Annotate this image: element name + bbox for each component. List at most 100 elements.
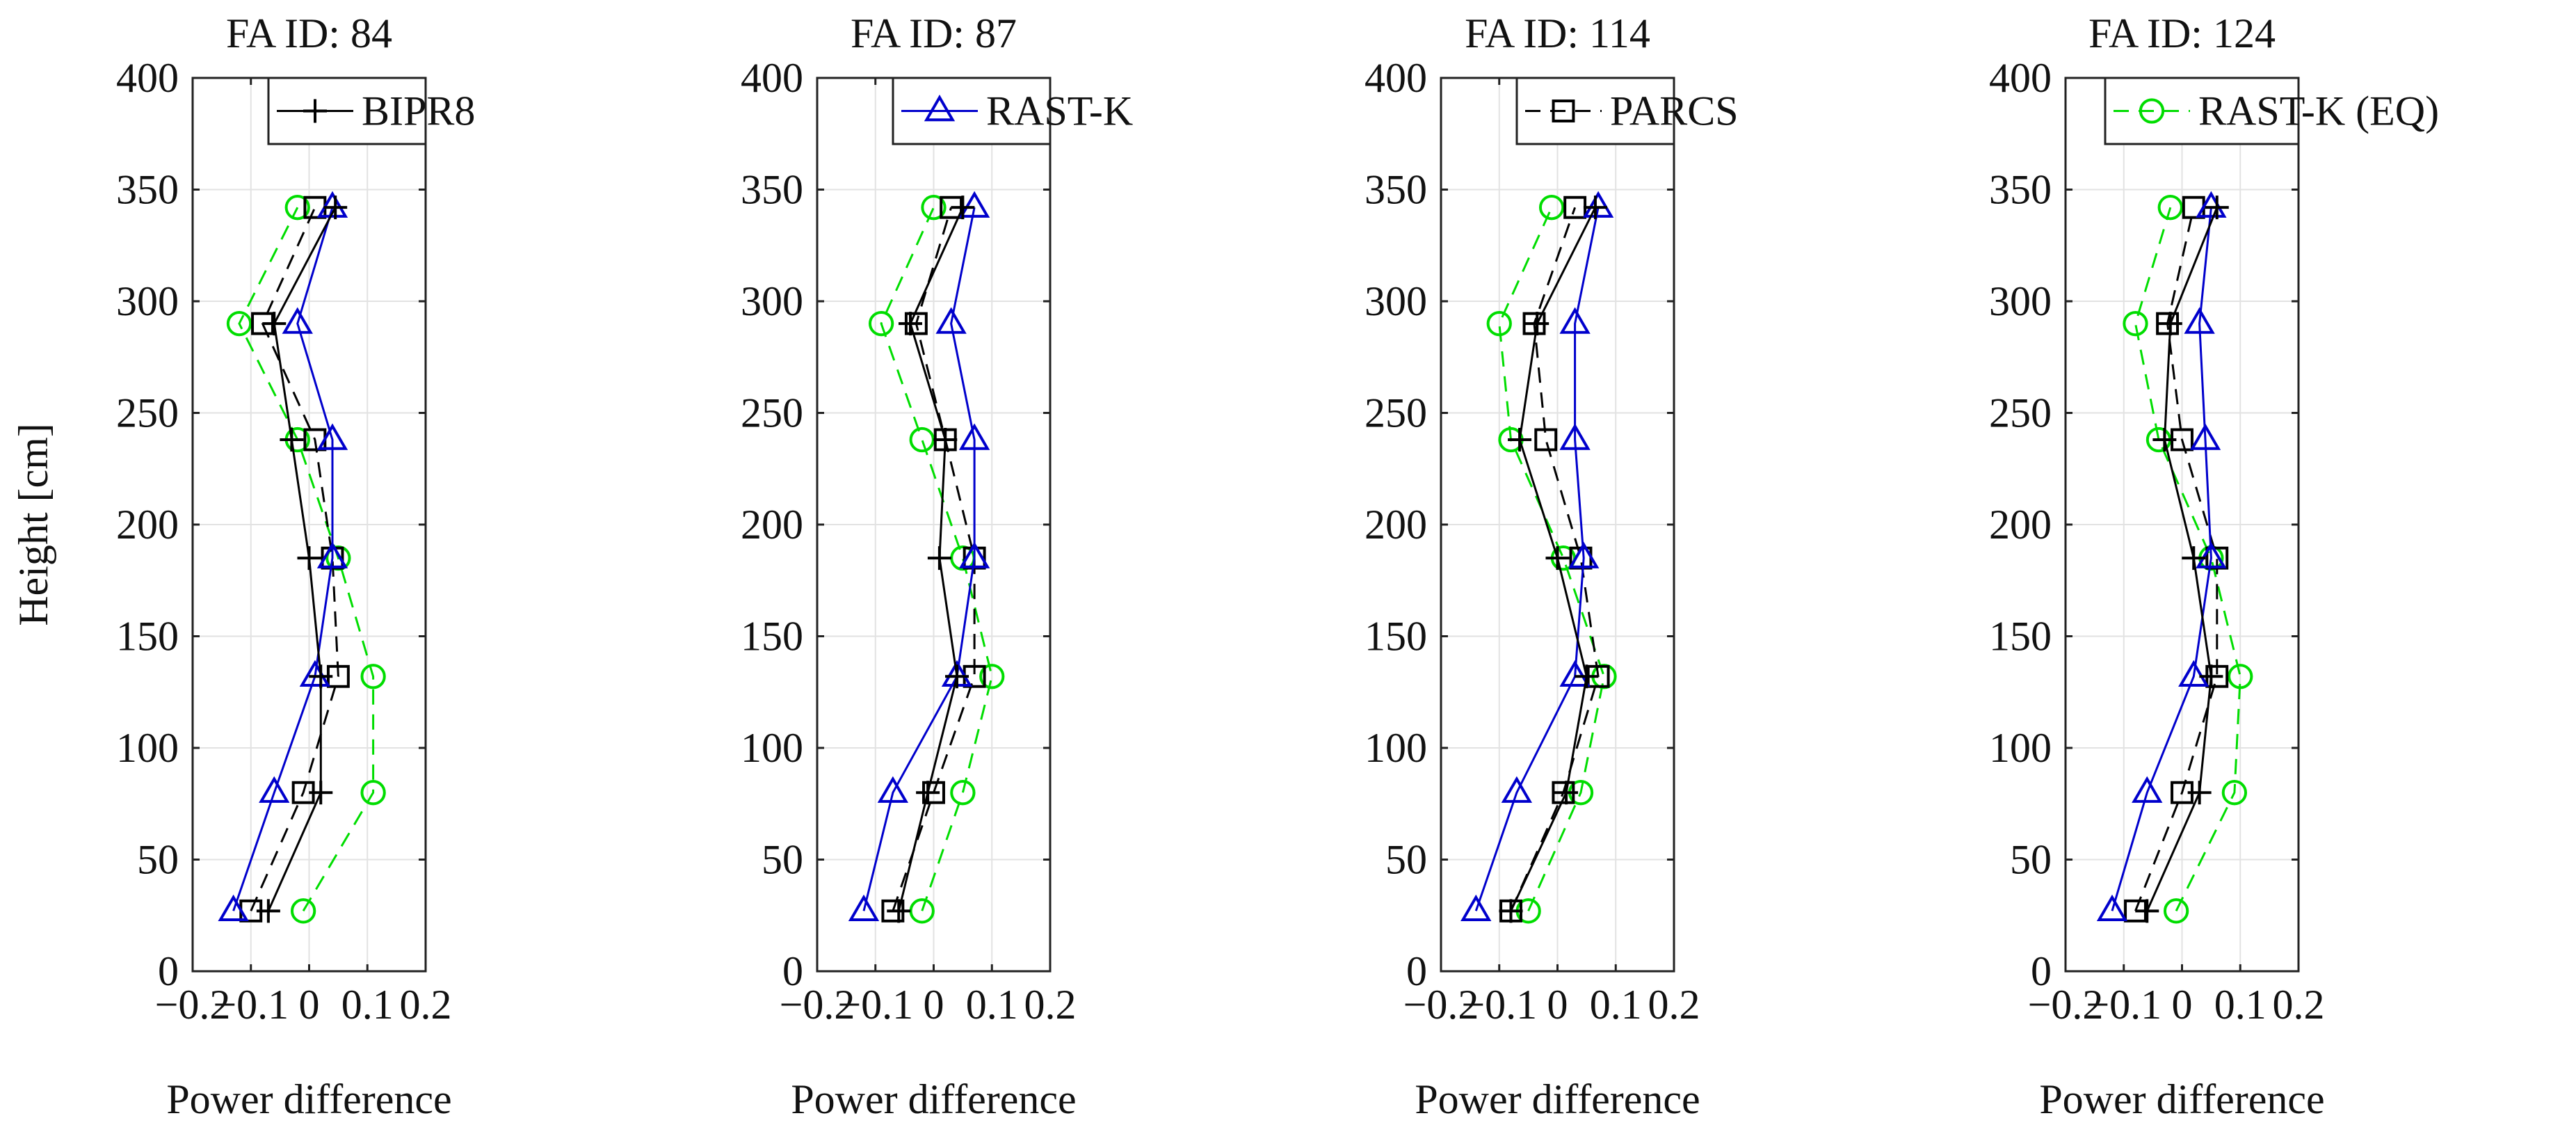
legend-label: PARCS bbox=[1610, 88, 1739, 134]
y-tick-label: 400 bbox=[1989, 55, 2052, 101]
y-tick-label: 250 bbox=[741, 390, 803, 436]
y-tick-label: 250 bbox=[1365, 390, 1427, 436]
data-point bbox=[951, 196, 975, 220]
x-tick-label: 0.1 bbox=[2214, 982, 2267, 1028]
data-point bbox=[360, 780, 386, 806]
y-tick-label: 300 bbox=[1989, 278, 2052, 324]
x-tick-label: 0.1 bbox=[341, 982, 394, 1028]
data-point bbox=[1525, 312, 1549, 336]
data-point bbox=[933, 428, 958, 452]
data-point bbox=[1460, 894, 1492, 922]
y-tick-label: 200 bbox=[116, 502, 179, 548]
data-point bbox=[2132, 776, 2163, 803]
data-point bbox=[1486, 310, 1512, 337]
data-point bbox=[218, 894, 249, 922]
series-line bbox=[2111, 207, 2212, 911]
x-axis-label: Power difference bbox=[166, 1076, 451, 1122]
data-point bbox=[316, 541, 348, 568]
chart-title: FA ID: 84 bbox=[226, 10, 392, 56]
y-tick-label: 400 bbox=[1365, 55, 1427, 101]
y-tick-label: 300 bbox=[741, 278, 803, 324]
chart-title: FA ID: 124 bbox=[2088, 10, 2276, 56]
data-point bbox=[1568, 541, 1600, 568]
chart-title: FA ID: 87 bbox=[851, 10, 1017, 56]
series-bipr8 bbox=[887, 196, 975, 923]
data-point bbox=[950, 780, 976, 806]
chart-panel-3: −0.2−0.1 0 0.1 0.2050100150200250300350400F… bbox=[1365, 10, 1739, 1122]
data-point bbox=[309, 664, 333, 689]
legend-box bbox=[1515, 77, 1675, 145]
data-point bbox=[909, 426, 935, 453]
x-tick-label: 0.1 bbox=[1590, 982, 1642, 1028]
legend-label: BIPR8 bbox=[362, 88, 475, 134]
chart-panel-1: −0.2−0.1 0 0.1 0.2050100150200250300350400F… bbox=[10, 10, 475, 1122]
data-point bbox=[282, 307, 313, 334]
y-tick-label: 250 bbox=[116, 390, 179, 436]
data-point bbox=[2135, 899, 2159, 923]
data-point bbox=[2178, 660, 2209, 687]
data-point bbox=[2123, 310, 2148, 337]
legend: RAST-K (EQ) bbox=[2104, 77, 2439, 145]
data-point bbox=[1583, 196, 1607, 220]
series-line bbox=[862, 207, 976, 911]
legend-marker bbox=[2139, 98, 2165, 124]
chart-panel-2: −0.2−0.1 0 0.1 0.2050100150200250300350400F… bbox=[741, 10, 1133, 1122]
y-tick-label: 200 bbox=[741, 502, 803, 548]
data-point bbox=[1559, 423, 1591, 450]
series-bipr8 bbox=[1499, 196, 1607, 923]
data-point bbox=[1538, 195, 1565, 221]
y-tick-label: 150 bbox=[1365, 614, 1427, 660]
data-point bbox=[259, 776, 290, 803]
legend-label: RAST-K bbox=[986, 88, 1133, 134]
data-point bbox=[2096, 894, 2128, 922]
series-line bbox=[1498, 207, 1606, 911]
data-point bbox=[1554, 781, 1579, 805]
y-tick-label: 50 bbox=[762, 837, 803, 883]
data-point bbox=[921, 195, 947, 221]
series-line bbox=[880, 207, 993, 911]
y-tick-label: 200 bbox=[1365, 502, 1427, 548]
y-axis-label: Height [cm] bbox=[10, 423, 56, 626]
x-tick-label: 0.2 bbox=[1024, 982, 1077, 1028]
y-tick-label: 0 bbox=[782, 948, 803, 994]
y-tick-label: 150 bbox=[741, 614, 803, 660]
data-point bbox=[290, 898, 316, 924]
y-tick-label: 350 bbox=[1365, 167, 1427, 213]
x-tick-label: −0.2 bbox=[155, 982, 231, 1028]
y-tick-label: 0 bbox=[1406, 948, 1427, 994]
y-tick-label: 100 bbox=[1365, 725, 1427, 771]
legend: RAST-K bbox=[892, 77, 1133, 145]
data-point bbox=[2228, 664, 2253, 689]
data-point bbox=[284, 195, 310, 221]
y-tick-label: 300 bbox=[116, 278, 179, 324]
y-tick-label: 0 bbox=[2031, 948, 2052, 994]
y-tick-label: 0 bbox=[158, 948, 179, 994]
data-point bbox=[2184, 307, 2215, 334]
series-line bbox=[2134, 207, 2241, 911]
y-tick-label: 50 bbox=[137, 837, 179, 883]
y-tick-label: 350 bbox=[1989, 167, 2052, 213]
data-point bbox=[887, 899, 911, 923]
data-point bbox=[868, 310, 894, 337]
chart-title: FA ID: 114 bbox=[1465, 10, 1650, 56]
legend-box bbox=[2104, 77, 2300, 145]
data-point bbox=[909, 898, 935, 924]
data-point bbox=[2199, 664, 2223, 689]
data-point bbox=[945, 664, 969, 689]
series-rast-k bbox=[848, 191, 990, 922]
data-point bbox=[1575, 664, 1599, 689]
data-point bbox=[1508, 428, 1532, 452]
x-tick-label: 0 bbox=[924, 982, 944, 1028]
x-tick-label: −0.1 bbox=[837, 982, 913, 1028]
y-tick-label: 50 bbox=[2010, 837, 2052, 883]
legend-marker bbox=[303, 99, 327, 123]
series-rast-k-eq bbox=[868, 195, 1005, 924]
x-tick-label: 0.2 bbox=[2273, 982, 2325, 1028]
y-tick-label: 400 bbox=[741, 55, 803, 101]
series-line bbox=[1474, 207, 1600, 911]
x-tick-label: 0 bbox=[1547, 982, 1568, 1028]
series-bipr8 bbox=[256, 196, 348, 923]
data-point bbox=[927, 546, 951, 570]
data-point bbox=[958, 541, 990, 568]
data-point bbox=[1559, 660, 1591, 687]
